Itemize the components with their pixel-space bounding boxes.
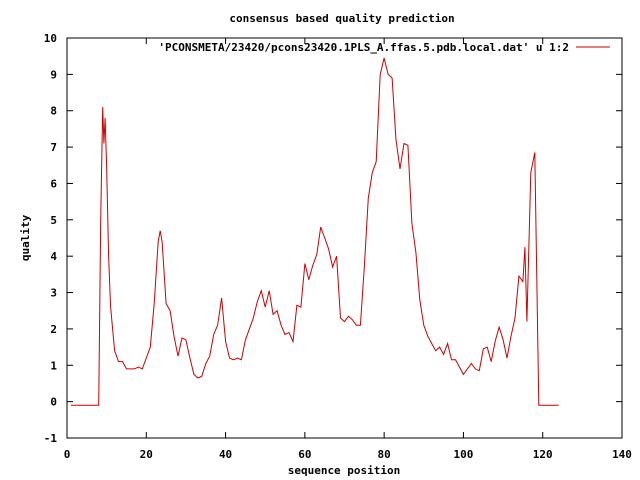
y-tick-label: 2 — [50, 323, 57, 336]
x-axis-label: sequence position — [288, 464, 401, 477]
plot-frame — [66, 37, 623, 439]
x-tick-label: 0 — [64, 448, 71, 461]
legend-label: 'PCONSMETA/23420/pcons23420.1PLS_A.ffas.… — [158, 41, 569, 54]
x-tick-label: 100 — [453, 448, 473, 461]
x-tick-label: 120 — [533, 448, 553, 461]
y-tick-label: 4 — [50, 250, 57, 263]
x-tick-label: 140 — [612, 448, 632, 461]
x-tick-label: 20 — [140, 448, 153, 461]
y-axis-label: quality — [19, 214, 32, 261]
chart-title: consensus based quality prediction — [229, 12, 454, 25]
y-axis: -1 0 1 2 3 4 5 6 7 8 9 10 — [44, 32, 622, 445]
y-tick-label: 1 — [50, 359, 57, 372]
x-axis: 0 20 40 60 80 100 120 140 — [64, 38, 632, 461]
y-tick-label: 6 — [50, 177, 57, 190]
legend: 'PCONSMETA/23420/pcons23420.1PLS_A.ffas.… — [158, 41, 610, 54]
x-tick-label: 80 — [378, 448, 391, 461]
series-layer — [71, 57, 559, 406]
y-tick-label: 3 — [50, 287, 57, 300]
y-tick-label: 9 — [50, 68, 57, 81]
y-tick-label: 8 — [50, 105, 57, 118]
y-tick-label: 10 — [44, 32, 57, 45]
y-tick-label: 0 — [50, 396, 57, 409]
x-tick-label: 40 — [219, 448, 232, 461]
series-line — [71, 57, 559, 406]
y-tick-label: -1 — [44, 432, 58, 445]
x-tick-label: 60 — [298, 448, 311, 461]
y-tick-label: 5 — [50, 214, 57, 227]
y-tick-label: 7 — [50, 141, 57, 154]
